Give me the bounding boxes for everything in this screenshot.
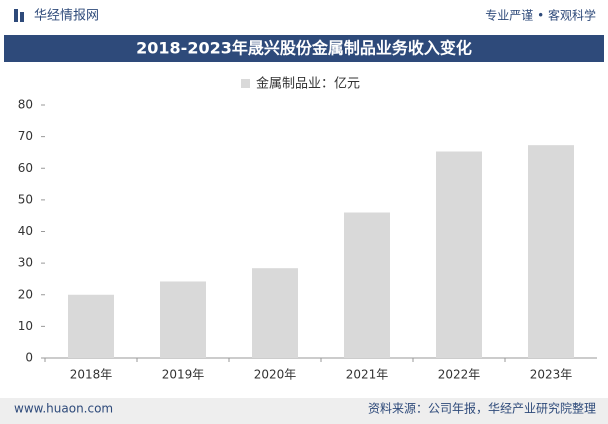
x-tick-label: 2018年	[70, 368, 113, 382]
title-bar	[4, 35, 604, 62]
bar	[436, 151, 482, 358]
x-tick-label: 2023年	[530, 368, 573, 382]
chart-title: 2018-2023年晟兴股份金属制品业务收入变化	[136, 39, 472, 58]
y-tick-label: 80	[18, 98, 33, 112]
x-tick-label: 2022年	[438, 368, 481, 382]
website: www.huaon.com	[14, 402, 113, 416]
y-tick-label: 30	[18, 256, 33, 270]
y-tick-label: 10	[18, 319, 33, 333]
x-tick-label: 2021年	[346, 368, 389, 382]
y-tick-label: 50	[18, 192, 33, 206]
legend-label: 金属制品业：亿元	[256, 76, 360, 92]
bar	[68, 294, 114, 358]
y-tick-label: 60	[18, 161, 33, 175]
x-tick-label: 2020年	[254, 368, 297, 382]
footer-bar	[0, 398, 608, 424]
slogan: 专业严谨 • 客观科学	[485, 8, 596, 23]
bar	[252, 268, 298, 358]
bar	[528, 145, 574, 358]
y-tick-label: 0	[25, 351, 33, 365]
y-tick-label: 20	[18, 287, 33, 301]
logo-mark	[20, 12, 24, 22]
source: 资料来源：公司年报，华经产业研究院整理	[368, 401, 596, 416]
brand: 华经情报网	[34, 9, 99, 24]
x-tick-label: 2019年	[162, 368, 205, 382]
y-tick-label: 40	[18, 224, 33, 238]
y-tick-label: 70	[18, 129, 33, 143]
bar	[344, 212, 390, 358]
logo-mark	[14, 9, 18, 22]
bar	[160, 281, 206, 358]
legend-swatch	[241, 79, 250, 88]
